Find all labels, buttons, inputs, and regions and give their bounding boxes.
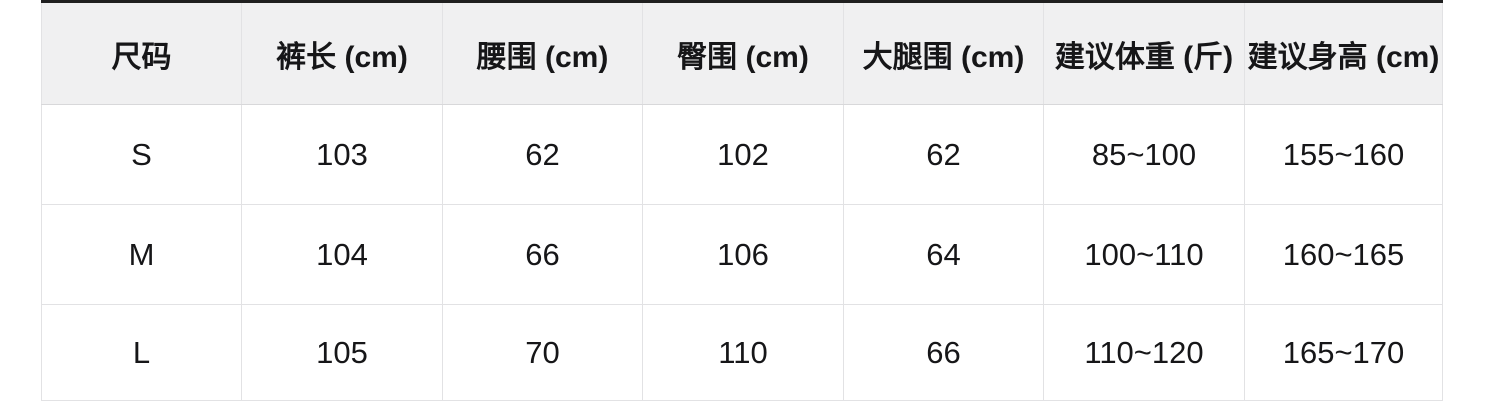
cell-thigh: 66	[843, 304, 1044, 401]
cell-weight: 110~120	[1043, 304, 1245, 401]
cell-waist: 70	[442, 304, 643, 401]
cell-height: 165~170	[1244, 304, 1443, 401]
table-row-l: L 105 70 110 66 110~120 165~170	[41, 304, 1443, 401]
cell-hip: 106	[642, 204, 844, 305]
cell-height: 155~160	[1244, 104, 1443, 205]
table-row-m: M 104 66 106 64 100~110 160~165	[41, 204, 1443, 305]
column-header-thigh: 大腿围 (cm)	[843, 1, 1044, 105]
cell-size: M	[41, 204, 242, 305]
cell-pants-length: 105	[241, 304, 443, 401]
column-header-height: 建议身高 (cm)	[1244, 1, 1443, 105]
cell-thigh: 64	[843, 204, 1044, 305]
cell-size: S	[41, 104, 242, 205]
column-header-hip: 臀围 (cm)	[642, 1, 844, 105]
cell-waist: 66	[442, 204, 643, 305]
cell-thigh: 62	[843, 104, 1044, 205]
cell-waist: 62	[442, 104, 643, 205]
cell-height: 160~165	[1244, 204, 1443, 305]
cell-weight: 85~100	[1043, 104, 1245, 205]
cell-hip: 110	[642, 304, 844, 401]
size-chart-table: 尺码 裤长 (cm) 腰围 (cm) 臀围 (cm) 大腿围 (cm) 建议体重…	[41, 0, 1443, 401]
header-row: 尺码 裤长 (cm) 腰围 (cm) 臀围 (cm) 大腿围 (cm) 建议体重…	[41, 1, 1443, 105]
cell-weight: 100~110	[1043, 204, 1245, 305]
column-header-pants-length: 裤长 (cm)	[241, 1, 443, 105]
column-header-size: 尺码	[41, 1, 242, 105]
cell-pants-length: 104	[241, 204, 443, 305]
column-header-waist: 腰围 (cm)	[442, 1, 643, 105]
cell-hip: 102	[642, 104, 844, 205]
cell-pants-length: 103	[241, 104, 443, 205]
table-row-s: S 103 62 102 62 85~100 155~160	[41, 104, 1443, 205]
size-chart: 尺码 裤长 (cm) 腰围 (cm) 臀围 (cm) 大腿围 (cm) 建议体重…	[41, 0, 1443, 401]
cell-size: L	[41, 304, 242, 401]
column-header-weight: 建议体重 (斤)	[1043, 1, 1245, 105]
